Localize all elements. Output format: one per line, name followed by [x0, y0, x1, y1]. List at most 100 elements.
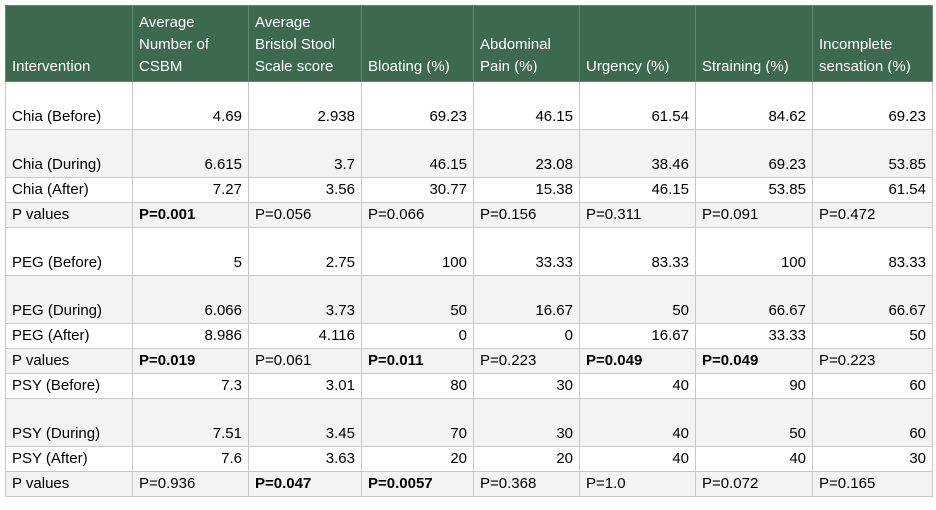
table-cell: 50: [579, 275, 696, 324]
table-cell: 2.75: [248, 227, 362, 276]
table-cell: 4.69: [132, 81, 249, 130]
table-cell: 40: [695, 446, 813, 472]
table-cell: 7.27: [132, 177, 249, 203]
p-value-cell: P=0.056: [248, 202, 362, 228]
p-value-cell: P=0.091: [695, 202, 813, 228]
table-cell: 61.54: [579, 81, 696, 130]
table-cell: 53.85: [695, 177, 813, 203]
table-cell: 46.15: [579, 177, 696, 203]
p-value-cell: P=0.223: [473, 348, 580, 374]
table-cell: 30.77: [361, 177, 474, 203]
table-cell: 23.08: [473, 129, 580, 178]
table-cell: 7.3: [132, 373, 249, 399]
row-label: PEG (After): [5, 323, 133, 349]
p-value-cell: P=0.0057: [361, 471, 474, 497]
table-cell: 53.85: [812, 129, 933, 178]
table-cell: 46.15: [473, 81, 580, 130]
p-value-cell: P=0.049: [579, 348, 696, 374]
table-cell: 60: [812, 398, 933, 447]
p-value-cell: P=0.011: [361, 348, 474, 374]
header-urgency: Urgency (%): [579, 5, 696, 82]
table-cell: 3.01: [248, 373, 362, 399]
table-cell: 8.986: [132, 323, 249, 349]
row-label: PSY (After): [5, 446, 133, 472]
row-label: P values: [5, 348, 133, 374]
table-row: PSY (Before) 7.3 3.01 80 30 40 90 60: [5, 373, 933, 399]
header-bristol: Average Bristol Stool Scale score: [248, 5, 362, 82]
table-cell: 83.33: [579, 227, 696, 276]
row-label: Chia (After): [5, 177, 133, 203]
table-cell: 40: [579, 398, 696, 447]
table-cell: 5: [132, 227, 249, 276]
table-cell: 20: [361, 446, 474, 472]
table-cell: 61.54: [812, 177, 933, 203]
table-cell: 33.33: [695, 323, 813, 349]
table-cell: 66.67: [695, 275, 813, 324]
table-cell: 0: [473, 323, 580, 349]
row-label: P values: [5, 471, 133, 497]
table-row: PEG (After) 8.986 4.116 0 0 16.67 33.33 …: [5, 323, 933, 349]
table-cell: 30: [473, 373, 580, 399]
table-cell: 20: [473, 446, 580, 472]
header-intervention: Intervention: [5, 5, 133, 82]
row-label: P values: [5, 202, 133, 228]
table-cell: 80: [361, 373, 474, 399]
p-value-cell: P=0.072: [695, 471, 813, 497]
results-table: Intervention Average Number of CSBM Aver…: [5, 5, 933, 497]
header-row: Intervention Average Number of CSBM Aver…: [5, 5, 933, 82]
table-cell: 6.066: [132, 275, 249, 324]
p-value-cell: P=0.311: [579, 202, 696, 228]
p-value-cell: P=0.156: [473, 202, 580, 228]
table-cell: 3.56: [248, 177, 362, 203]
row-label: PSY (During): [5, 398, 133, 447]
table-cell: 3.7: [248, 129, 362, 178]
table-cell: 0: [361, 323, 474, 349]
table-cell: 46.15: [361, 129, 474, 178]
table-row: Chia (After) 7.27 3.56 30.77 15.38 46.15…: [5, 177, 933, 203]
table-cell: 66.67: [812, 275, 933, 324]
row-label: PSY (Before): [5, 373, 133, 399]
table-cell: 40: [579, 446, 696, 472]
p-value-cell: P=0.061: [248, 348, 362, 374]
p-value-row: P values P=0.001 P=0.056 P=0.066 P=0.156…: [5, 202, 933, 228]
table-cell: 3.73: [248, 275, 362, 324]
header-incomplete: Incomplete sensation (%): [812, 5, 933, 82]
table-cell: 69.23: [695, 129, 813, 178]
row-label: PEG (Before): [5, 227, 133, 276]
table-cell: 69.23: [361, 81, 474, 130]
p-value-cell: P=0.165: [812, 471, 933, 497]
header-csbm: Average Number of CSBM: [132, 5, 249, 82]
table-cell: 50: [812, 323, 933, 349]
header-straining: Straining (%): [695, 5, 813, 82]
table-cell: 2.938: [248, 81, 362, 130]
p-value-cell: P=0.019: [132, 348, 249, 374]
p-value-cell: P=0.047: [248, 471, 362, 497]
header-abdominal-pain: Abdominal Pain (%): [473, 5, 580, 82]
table-cell: 30: [473, 398, 580, 447]
table-cell: 70: [361, 398, 474, 447]
table-cell: 50: [695, 398, 813, 447]
p-value-cell: P=0.001: [132, 202, 249, 228]
table-cell: 6.615: [132, 129, 249, 178]
table-row: PEG (During) 6.066 3.73 50 16.67 50 66.6…: [5, 275, 933, 324]
p-value-cell: P=0.049: [695, 348, 813, 374]
table-row: PSY (During) 7.51 3.45 70 30 40 50 60: [5, 398, 933, 447]
table-cell: 60: [812, 373, 933, 399]
table-cell: 3.45: [248, 398, 362, 447]
table-cell: 38.46: [579, 129, 696, 178]
table-cell: 7.51: [132, 398, 249, 447]
table-cell: 7.6: [132, 446, 249, 472]
table-cell: 4.116: [248, 323, 362, 349]
p-value-cell: P=0.223: [812, 348, 933, 374]
header-bloating: Bloating (%): [361, 5, 474, 82]
table-cell: 15.38: [473, 177, 580, 203]
table-row: Chia (During) 6.615 3.7 46.15 23.08 38.4…: [5, 129, 933, 178]
p-value-cell: P=0.936: [132, 471, 249, 497]
row-label: Chia (Before): [5, 81, 133, 130]
p-value-row: P values P=0.936 P=0.047 P=0.0057 P=0.36…: [5, 471, 933, 497]
table-cell: 100: [361, 227, 474, 276]
table-cell: 33.33: [473, 227, 580, 276]
table-cell: 100: [695, 227, 813, 276]
p-value-cell: P=0.472: [812, 202, 933, 228]
table-cell: 30: [812, 446, 933, 472]
